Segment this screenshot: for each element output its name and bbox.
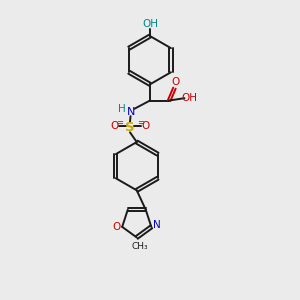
Text: N: N — [153, 220, 161, 230]
Text: OH: OH — [182, 93, 198, 103]
Text: O: O — [141, 121, 149, 130]
Text: O: O — [112, 222, 120, 232]
Text: =: = — [116, 118, 123, 127]
Text: H: H — [118, 104, 126, 114]
Text: S: S — [125, 121, 135, 134]
Text: N: N — [126, 107, 135, 117]
Text: O: O — [172, 77, 180, 87]
Text: O: O — [110, 121, 119, 130]
Text: OH: OH — [142, 19, 158, 29]
Text: =: = — [137, 118, 144, 127]
Text: CH₃: CH₃ — [131, 242, 148, 251]
